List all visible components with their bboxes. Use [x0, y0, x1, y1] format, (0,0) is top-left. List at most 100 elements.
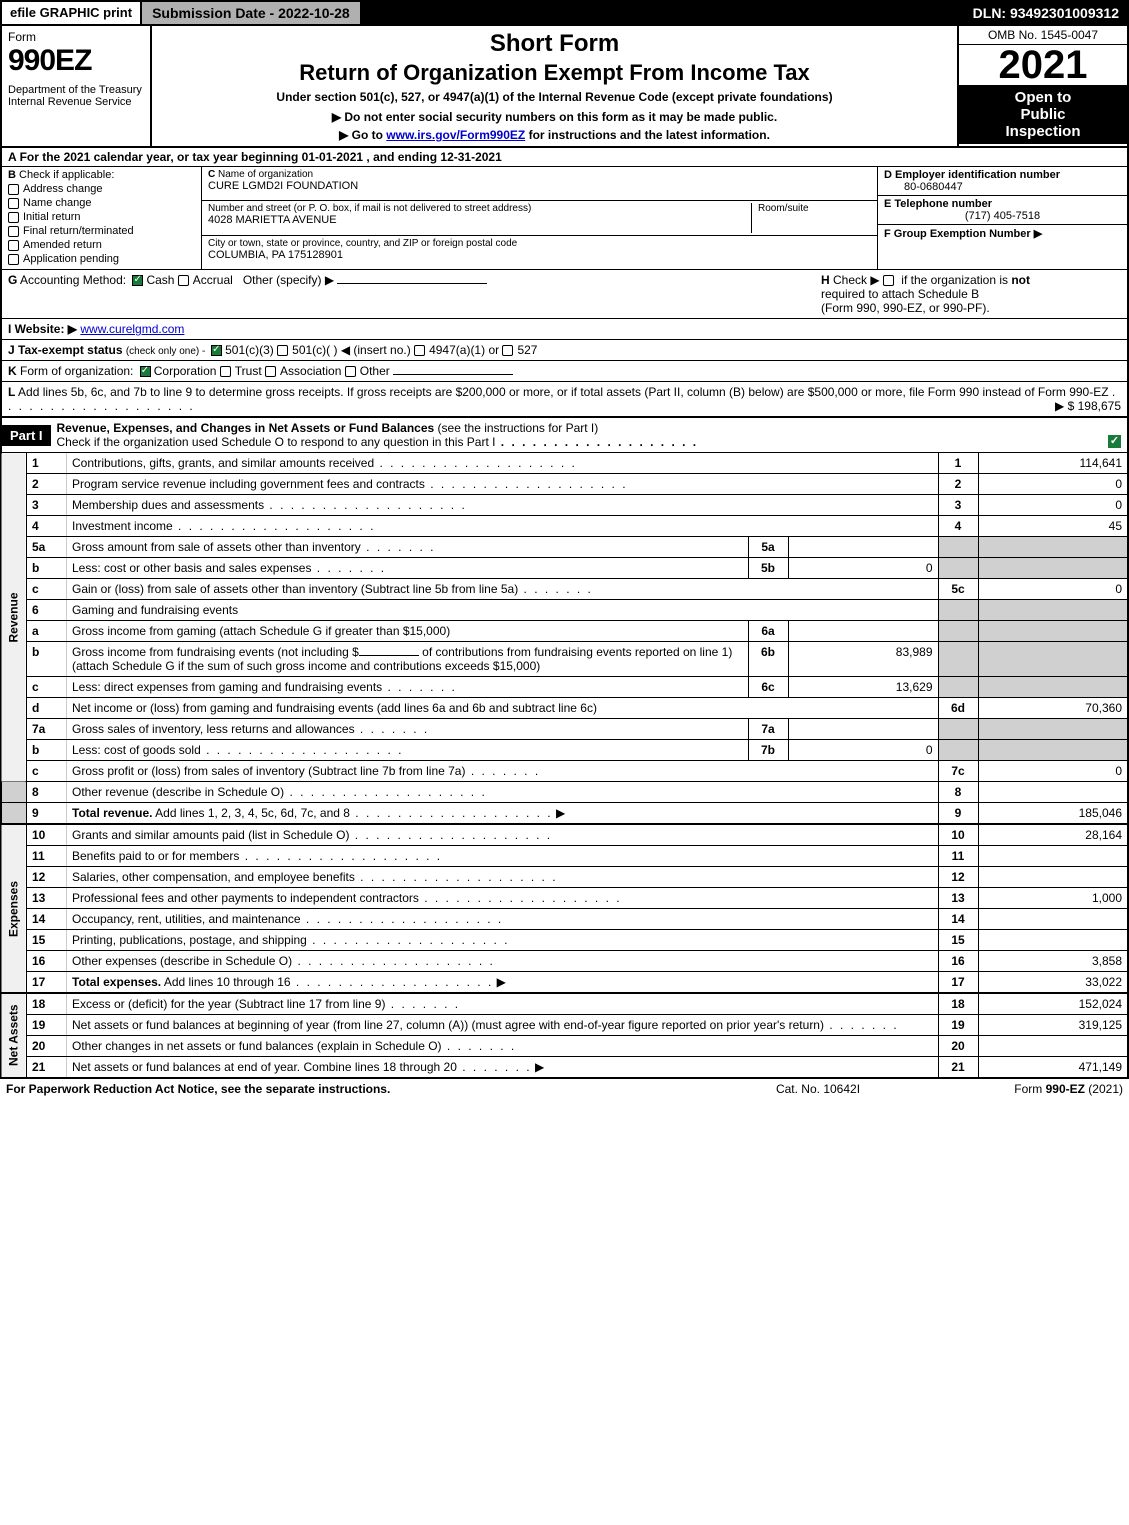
check-initial[interactable]: Initial return — [8, 211, 195, 223]
line11-value — [978, 846, 1128, 867]
paperwork-notice: For Paperwork Reduction Act Notice, see … — [6, 1082, 693, 1096]
d-label: D Employer identification number — [884, 169, 1060, 181]
line-15: 15 Printing, publications, postage, and … — [1, 930, 1128, 951]
line-19: 19 Net assets or fund balances at beginn… — [1, 1015, 1128, 1036]
line6c-mini: 13,629 — [788, 677, 938, 698]
check-name[interactable]: Name change — [8, 197, 195, 209]
part1-title: Revenue, Expenses, and Changes in Net As… — [51, 418, 1127, 452]
line16-value: 3,858 — [978, 951, 1128, 972]
website-link[interactable]: www.curelgmd.com — [80, 322, 184, 336]
expenses-side-label: Expenses — [1, 824, 27, 993]
checkbox-corp-checked[interactable] — [140, 366, 151, 377]
line3-value: 0 — [978, 495, 1128, 516]
org-name: CURE LGMD2I FOUNDATION — [208, 180, 871, 192]
i-label: I Website: ▶ — [8, 322, 77, 336]
check-amended[interactable]: Amended return — [8, 239, 195, 251]
phone-value: (717) 405-7518 — [884, 210, 1121, 222]
subtitle: Under section 501(c), 527, or 4947(a)(1)… — [158, 90, 951, 104]
line14-value — [978, 909, 1128, 930]
submission-date: Submission Date - 2022-10-28 — [140, 2, 362, 24]
page-footer: For Paperwork Reduction Act Notice, see … — [0, 1079, 1129, 1099]
line19-value: 319,125 — [978, 1015, 1128, 1036]
check-final-label: Final return/terminated — [23, 225, 134, 237]
d-cell: D Employer identification number 80-0680… — [878, 167, 1127, 196]
insp1: Open to — [963, 89, 1123, 106]
row-a: A For the 2021 calendar year, or tax yea… — [0, 148, 1129, 167]
checkbox-icon[interactable] — [8, 184, 19, 195]
line1-value: 114,641 — [978, 453, 1128, 474]
checkbox-501c[interactable] — [277, 345, 288, 356]
city-value: COLUMBIA, PA 175128901 — [208, 249, 871, 261]
checkbox-accrual[interactable] — [178, 275, 189, 286]
checkbox-other[interactable] — [345, 366, 356, 377]
h-label: H — [821, 273, 830, 287]
checkbox-cash-checked[interactable] — [132, 275, 143, 286]
line-3: 3 Membership dues and assessments 3 0 — [1, 495, 1128, 516]
check-address-label: Address change — [23, 183, 103, 195]
line10-value: 28,164 — [978, 824, 1128, 846]
checkbox-4947[interactable] — [414, 345, 425, 356]
line-1: Revenue 1 Contributions, gifts, grants, … — [1, 453, 1128, 474]
check-address[interactable]: Address change — [8, 183, 195, 195]
k-trust: Trust — [235, 364, 262, 378]
line-10: Expenses 10 Grants and similar amounts p… — [1, 824, 1128, 846]
e-cell: E Telephone number (717) 405-7518 — [878, 196, 1127, 225]
part1-label: Part I — [2, 425, 51, 446]
row-l: L Add lines 5b, 6c, and 7b to line 9 to … — [0, 382, 1129, 418]
check-final[interactable]: Final return/terminated — [8, 225, 195, 237]
irs-link[interactable]: www.irs.gov/Form990EZ — [386, 128, 525, 142]
checkbox-icon[interactable] — [8, 254, 19, 265]
goto-post: for instructions and the latest informat… — [525, 128, 770, 142]
checkbox-icon[interactable] — [8, 240, 19, 251]
cash-label: Cash — [146, 273, 174, 287]
line8-value — [978, 782, 1128, 803]
line-14: 14 Occupancy, rent, utilities, and maint… — [1, 909, 1128, 930]
row-j: J Tax-exempt status (check only one) - 5… — [0, 340, 1129, 361]
check-initial-label: Initial return — [23, 211, 80, 223]
line-7c: c Gross profit or (loss) from sales of i… — [1, 761, 1128, 782]
line-5c: c Gain or (loss) from sale of assets oth… — [1, 579, 1128, 600]
h-text1: Check ▶ — [830, 273, 880, 287]
h-text4: (Form 990, 990-EZ, or 990-PF). — [821, 301, 990, 315]
header-right: OMB No. 1545-0047 2021 Open to Public In… — [957, 26, 1127, 146]
c-street-cell: Number and street (or P. O. box, if mail… — [202, 201, 877, 235]
a-label: A — [8, 150, 16, 164]
ein-value: 80-0680447 — [884, 181, 1121, 193]
line-11: 11 Benefits paid to or for members 11 — [1, 846, 1128, 867]
short-form-title: Short Form — [158, 30, 951, 58]
topbar: efile GRAPHIC print Submission Date - 20… — [0, 0, 1129, 26]
checkbox-527[interactable] — [502, 345, 513, 356]
line5a-mini — [788, 537, 938, 558]
line-6d: d Net income or (loss) from gaming and f… — [1, 698, 1128, 719]
checkbox-icon[interactable] — [8, 198, 19, 209]
line-7a: 7a Gross sales of inventory, less return… — [1, 719, 1128, 740]
check-pending[interactable]: Application pending — [8, 253, 195, 265]
efile-print-label[interactable]: efile GRAPHIC print — [2, 2, 140, 24]
checkbox-501c3-checked[interactable] — [211, 345, 222, 356]
checkbox-trust[interactable] — [220, 366, 231, 377]
checkbox-assoc[interactable] — [265, 366, 276, 377]
h-not: not — [1011, 273, 1030, 287]
checkbox-icon[interactable] — [8, 212, 19, 223]
section-bcdef: B Check if applicable: Address change Na… — [0, 167, 1129, 270]
k-corp: Corporation — [154, 364, 217, 378]
check-amended-label: Amended return — [23, 239, 102, 251]
checkbox-icon[interactable] — [8, 226, 19, 237]
revenue-table: Revenue 1 Contributions, gifts, grants, … — [0, 453, 1129, 1079]
line7a-mini — [788, 719, 938, 740]
line-5a: 5a Gross amount from sale of assets othe… — [1, 537, 1128, 558]
k-assoc: Association — [280, 364, 341, 378]
col-c: C Name of organization CURE LGMD2I FOUND… — [202, 167, 877, 269]
l-text: Add lines 5b, 6c, and 7b to line 9 to de… — [15, 385, 1108, 399]
k-other: Other — [360, 364, 390, 378]
b-label: B — [8, 169, 16, 181]
row-gh: G Accounting Method: Cash Accrual Other … — [0, 270, 1129, 319]
l-amount: ▶ $ 198,675 — [1055, 399, 1121, 413]
line13-value: 1,000 — [978, 888, 1128, 909]
line21-value: 471,149 — [978, 1057, 1128, 1079]
line2-value: 0 — [978, 474, 1128, 495]
line-4: 4 Investment income 4 45 — [1, 516, 1128, 537]
row-i: I Website: ▶ www.curelgmd.com — [0, 319, 1129, 340]
room-label: Room/suite — [758, 203, 871, 214]
checkbox-h[interactable] — [883, 275, 894, 286]
